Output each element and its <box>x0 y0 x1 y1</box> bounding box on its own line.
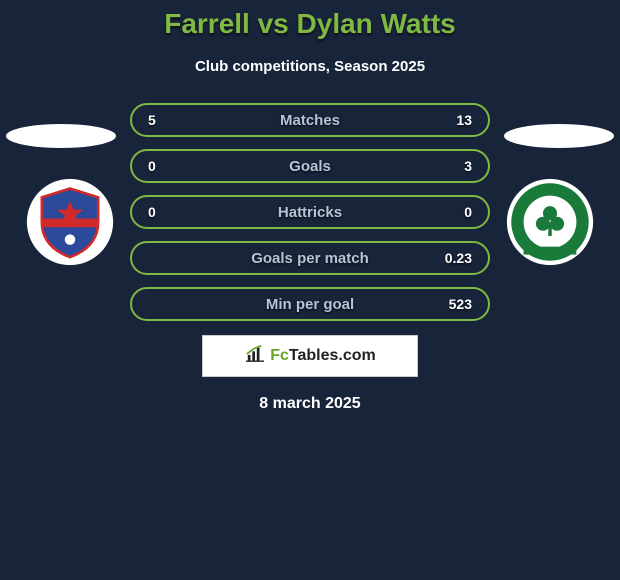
stat-right-value: 523 <box>449 296 472 312</box>
stat-right-value: 13 <box>456 112 472 128</box>
subtitle: Club competitions, Season 2025 <box>0 58 620 75</box>
infographic-root: Farrell vs Dylan Watts Club competitions… <box>0 0 620 580</box>
shamrock-icon <box>506 178 594 266</box>
stat-row-goals: 0 Goals 3 <box>130 149 490 183</box>
stat-row-matches: 5 Matches 13 <box>130 103 490 137</box>
brand-attribution: FcTables.com <box>202 335 418 377</box>
page-title: Farrell vs Dylan Watts <box>0 0 620 40</box>
stat-label: Goals <box>289 158 331 175</box>
stats-list: 5 Matches 13 0 Goals 3 0 Hattricks 0 Goa… <box>130 103 490 321</box>
stat-right-value: 0 <box>464 204 472 220</box>
stat-left-value: 0 <box>148 158 156 174</box>
team-badge-right <box>506 178 594 266</box>
brand-prefix: Fc <box>270 347 289 364</box>
bar-chart-icon <box>244 345 266 368</box>
player-right-name-oval <box>504 124 614 148</box>
stat-label: Min per goal <box>266 296 354 313</box>
player-left-name-oval <box>6 124 116 148</box>
team-badge-left <box>26 178 114 266</box>
stat-right-value: 3 <box>464 158 472 174</box>
stat-row-gpm: Goals per match 0.23 <box>130 241 490 275</box>
shield-icon <box>26 178 114 266</box>
stat-row-hattricks: 0 Hattricks 0 <box>130 195 490 229</box>
stat-left-value: 5 <box>148 112 156 128</box>
stat-label: Matches <box>280 112 340 129</box>
brand-text: FcTables.com <box>270 347 376 365</box>
stat-right-value: 0.23 <box>445 250 472 266</box>
brand-suffix: Tables.com <box>289 347 376 364</box>
stat-row-mpg: Min per goal 523 <box>130 287 490 321</box>
match-date: 8 march 2025 <box>0 395 620 413</box>
stat-label: Hattricks <box>278 204 342 221</box>
stat-label: Goals per match <box>251 250 369 267</box>
stat-left-value: 0 <box>148 204 156 220</box>
